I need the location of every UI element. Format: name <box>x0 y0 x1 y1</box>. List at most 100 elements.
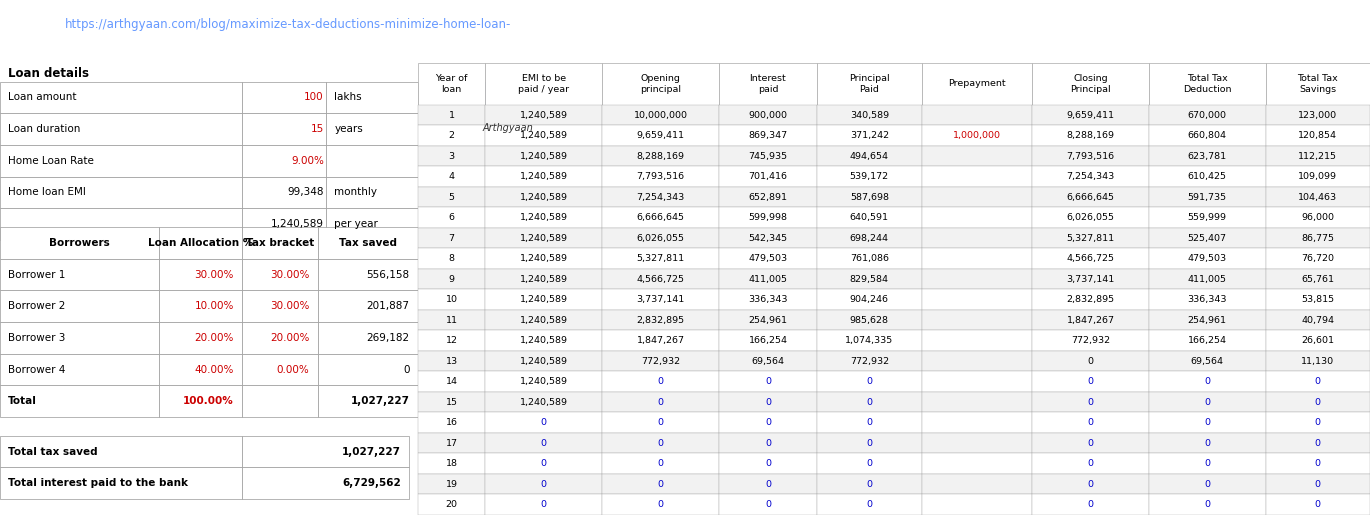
Bar <box>719 289 817 310</box>
Bar <box>817 494 922 515</box>
Bar <box>817 63 922 105</box>
Text: Prepayment: Prepayment <box>948 79 1006 89</box>
Text: Loan amount: Loan amount <box>8 92 77 102</box>
Text: Tax bracket: Tax bracket <box>245 238 314 248</box>
Bar <box>603 187 719 208</box>
Bar <box>1032 208 1149 228</box>
Text: 0: 0 <box>1204 418 1210 427</box>
Text: 1,240,589: 1,240,589 <box>519 295 567 304</box>
Bar <box>1149 413 1266 433</box>
Text: 0: 0 <box>658 459 663 468</box>
Text: 340,589: 340,589 <box>849 111 889 119</box>
Text: 0: 0 <box>1088 480 1093 489</box>
Bar <box>418 187 485 208</box>
Text: 10: 10 <box>445 295 458 304</box>
Bar <box>1149 310 1266 331</box>
Bar <box>603 269 719 289</box>
Text: 0: 0 <box>1315 439 1321 448</box>
Text: Loan duration: Loan duration <box>8 124 81 134</box>
Bar <box>817 187 922 208</box>
Bar <box>485 105 603 125</box>
Text: 0: 0 <box>658 418 663 427</box>
Text: 86,775: 86,775 <box>1302 234 1334 243</box>
Bar <box>485 208 603 228</box>
Bar <box>1149 187 1266 208</box>
Text: 1,240,589: 1,240,589 <box>519 254 567 263</box>
Bar <box>922 392 1032 413</box>
Bar <box>603 105 719 125</box>
Bar <box>1149 228 1266 248</box>
Text: 1,240,589: 1,240,589 <box>519 336 567 345</box>
Text: 660,804: 660,804 <box>1188 131 1226 140</box>
Text: 587,698: 587,698 <box>849 193 889 202</box>
Bar <box>719 228 817 248</box>
Bar <box>485 310 603 331</box>
Text: 166,254: 166,254 <box>748 336 788 345</box>
Bar <box>719 331 817 351</box>
Text: 1: 1 <box>448 111 455 119</box>
Bar <box>603 454 719 474</box>
Text: 0: 0 <box>658 439 663 448</box>
Text: 6,026,055: 6,026,055 <box>1066 213 1115 222</box>
Text: https://arthgyaan.com/blog/maximize-tax-deductions-minimize-home-loan-: https://arthgyaan.com/blog/maximize-tax-… <box>64 18 511 31</box>
Text: 7: 7 <box>448 234 455 243</box>
Text: 3: 3 <box>448 151 455 161</box>
Bar <box>719 146 817 166</box>
Bar <box>817 248 922 269</box>
Text: 0: 0 <box>1315 418 1321 427</box>
Bar <box>418 105 485 125</box>
Bar <box>719 413 817 433</box>
Bar <box>1266 433 1370 454</box>
Text: Interest
paid: Interest paid <box>749 74 786 94</box>
Text: 479,503: 479,503 <box>1188 254 1226 263</box>
Bar <box>922 351 1032 371</box>
Bar <box>418 392 485 413</box>
Bar <box>485 248 603 269</box>
Bar <box>0 227 159 259</box>
Bar <box>159 322 242 354</box>
Bar <box>719 125 817 146</box>
Bar <box>485 125 603 146</box>
Bar <box>922 331 1032 351</box>
Text: 772,932: 772,932 <box>1071 336 1110 345</box>
Text: 0: 0 <box>764 398 771 407</box>
Text: Home loan EMI: Home loan EMI <box>8 187 86 197</box>
Bar <box>1266 494 1370 515</box>
Text: Total Tax
Deduction: Total Tax Deduction <box>1182 74 1232 94</box>
Bar <box>817 269 922 289</box>
Bar <box>485 331 603 351</box>
Bar <box>1266 63 1370 105</box>
Bar <box>1266 248 1370 269</box>
Text: 0: 0 <box>866 377 873 386</box>
Text: 772,932: 772,932 <box>849 357 889 366</box>
Bar <box>0 145 242 177</box>
Text: 0: 0 <box>764 439 771 448</box>
Bar <box>719 474 817 494</box>
Text: 120,854: 120,854 <box>1299 131 1337 140</box>
Bar <box>1032 474 1149 494</box>
Text: 0: 0 <box>403 365 410 374</box>
Text: per year: per year <box>334 219 378 229</box>
Text: 698,244: 698,244 <box>849 234 889 243</box>
Bar <box>719 208 817 228</box>
Text: 0: 0 <box>1088 459 1093 468</box>
Bar <box>242 177 326 209</box>
Bar <box>1149 208 1266 228</box>
Bar <box>485 371 603 392</box>
Bar <box>1032 105 1149 125</box>
Bar <box>242 81 326 113</box>
Bar <box>817 228 922 248</box>
Bar <box>603 289 719 310</box>
Bar <box>922 474 1032 494</box>
Text: 20.00%: 20.00% <box>270 333 310 343</box>
Bar <box>159 290 242 322</box>
Text: 0: 0 <box>1088 500 1093 509</box>
Text: 6,729,562: 6,729,562 <box>342 478 401 488</box>
Bar <box>0 436 242 468</box>
Bar <box>485 228 603 248</box>
Bar <box>1266 125 1370 146</box>
Bar <box>418 208 485 228</box>
Text: 0: 0 <box>541 439 547 448</box>
Bar <box>1266 371 1370 392</box>
Text: 0: 0 <box>866 398 873 407</box>
